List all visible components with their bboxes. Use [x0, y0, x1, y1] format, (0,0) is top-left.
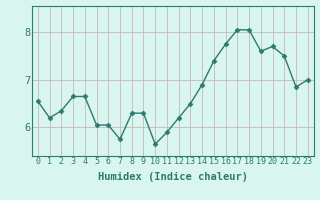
X-axis label: Humidex (Indice chaleur): Humidex (Indice chaleur) — [98, 172, 248, 182]
